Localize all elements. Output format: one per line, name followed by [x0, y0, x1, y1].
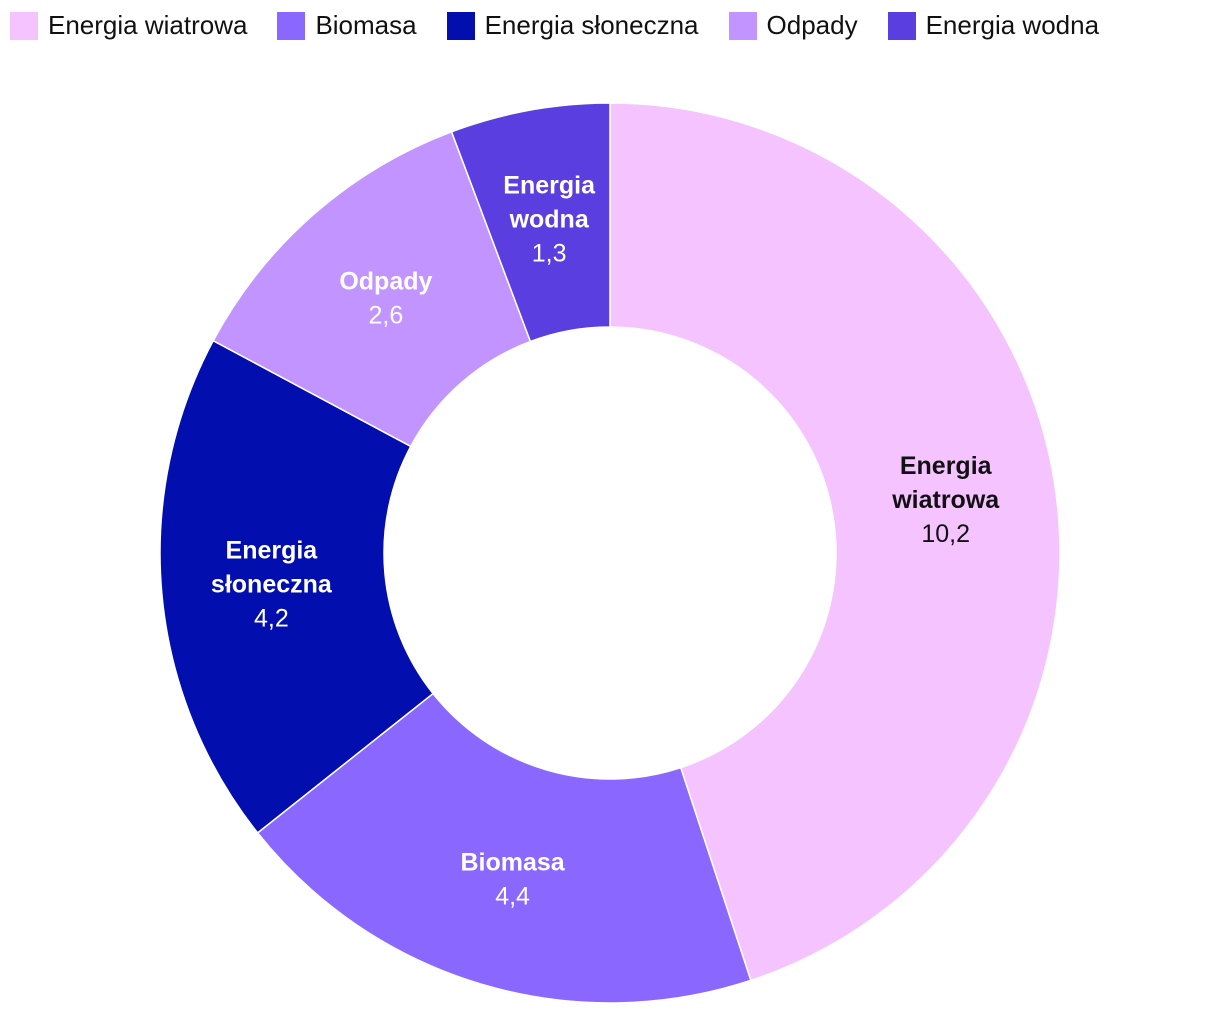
slice-label: wodna [509, 205, 590, 233]
slice-label: Biomasa [460, 849, 565, 877]
slice-label: Odpady [339, 267, 432, 295]
pie-slice [450, 102, 611, 343]
slice-value-label: 2,6 [369, 301, 404, 329]
legend-swatch-icon [10, 11, 38, 40]
pie-slice [212, 130, 532, 448]
pie-slice [609, 102, 1061, 982]
legend-swatch-icon [446, 11, 475, 40]
slice-value-label: 1,3 [532, 239, 567, 267]
legend-label: Energia wiatrowa [48, 10, 248, 40]
legend-item: Biomasa [277, 10, 417, 41]
slice-label: Energia [503, 171, 596, 199]
slice-value-label: 10,2 [921, 520, 970, 548]
legend-item: Energia słoneczna [446, 10, 699, 41]
slice-label: wiatrowa [891, 486, 1000, 514]
legend-swatch-icon [887, 11, 916, 40]
legend-swatch-icon [728, 11, 757, 40]
pie-slice [256, 692, 752, 1004]
slice-value-label: 4,2 [254, 605, 289, 633]
legend-label: Odpady [766, 10, 858, 40]
chart-legend: Energia wiatrowa Biomasa Energia słonecz… [10, 10, 1129, 41]
legend-label: Biomasa [315, 10, 417, 40]
legend-swatch-icon [277, 11, 306, 40]
legend-item: Odpady [728, 10, 858, 41]
slice-value-label: 4,4 [495, 883, 530, 911]
legend-item: Energia wodna [887, 10, 1100, 41]
legend-label: Energia wodna [925, 10, 1100, 40]
pie-slice [159, 339, 435, 834]
legend-item: Energia wiatrowa [10, 10, 247, 41]
legend-label: Energia słoneczna [484, 10, 699, 40]
slice-label: słoneczna [211, 571, 333, 599]
slice-label: Energia [226, 537, 319, 565]
slice-label: Energia [900, 452, 993, 480]
